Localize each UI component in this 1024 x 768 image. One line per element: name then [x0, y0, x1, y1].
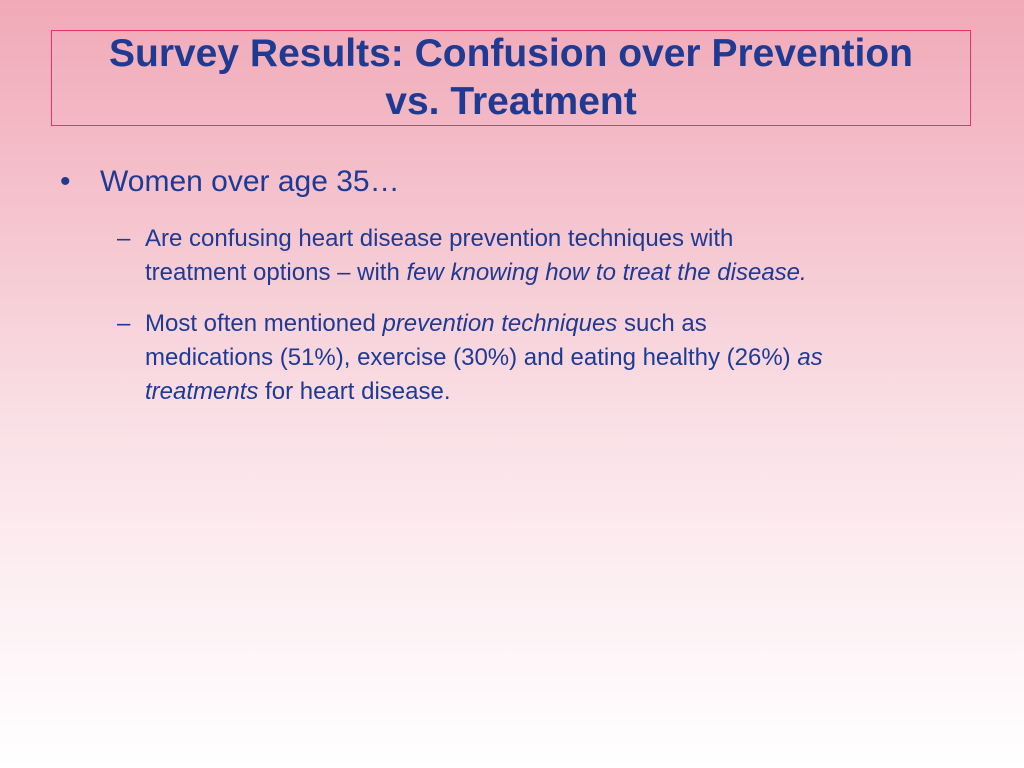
title-line-2: vs. Treatment: [385, 80, 637, 123]
subbullet-2-line-1-tail: such as: [617, 310, 707, 337]
subbullet-2-emphasis-1: prevention techniques: [382, 310, 618, 337]
subbullet-text-2: Most often mentioned prevention techniqu…: [145, 307, 965, 409]
subbullet-2-emphasis-3: treatments: [145, 378, 259, 405]
subbullet-marker: –: [117, 225, 131, 252]
bullet-text: Women over age 35…: [100, 165, 400, 198]
subbullet-marker: –: [117, 310, 131, 337]
subbullet-2-emphasis-2: as: [797, 344, 823, 371]
title-box: Survey Results: Confusion over Preventio…: [51, 30, 971, 126]
subbullet-2-line-3: for heart disease.: [258, 378, 451, 405]
subbullet-1-line-2: treatment options – with: [145, 259, 407, 286]
subbullet-2-line-1: Most often mentioned: [145, 310, 383, 337]
subbullet-text-1: Are confusing heart disease prevention t…: [145, 222, 965, 290]
slide-title: Survey Results: Confusion over Preventio…: [109, 30, 913, 126]
bullet-marker: •: [60, 165, 71, 198]
title-line-1: Survey Results: Confusion over Preventio…: [108, 32, 913, 75]
subbullet-1-line-1: Are confusing heart disease prevention t…: [145, 225, 734, 252]
subbullet-2-line-2: medications (51%), exercise (30%) and ea…: [145, 344, 798, 371]
subbullet-1-emphasis: few knowing how to treat the disease.: [406, 259, 807, 286]
